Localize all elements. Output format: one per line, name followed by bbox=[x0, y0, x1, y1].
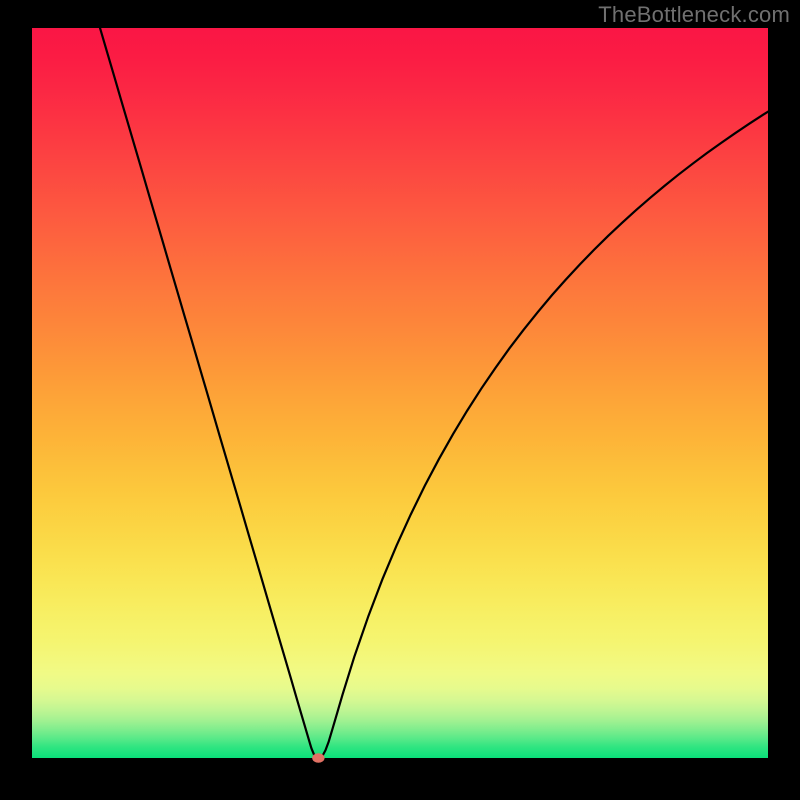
chart-svg bbox=[0, 0, 800, 800]
watermark-text: TheBottleneck.com bbox=[598, 2, 790, 28]
bottleneck-chart: TheBottleneck.com bbox=[0, 0, 800, 800]
